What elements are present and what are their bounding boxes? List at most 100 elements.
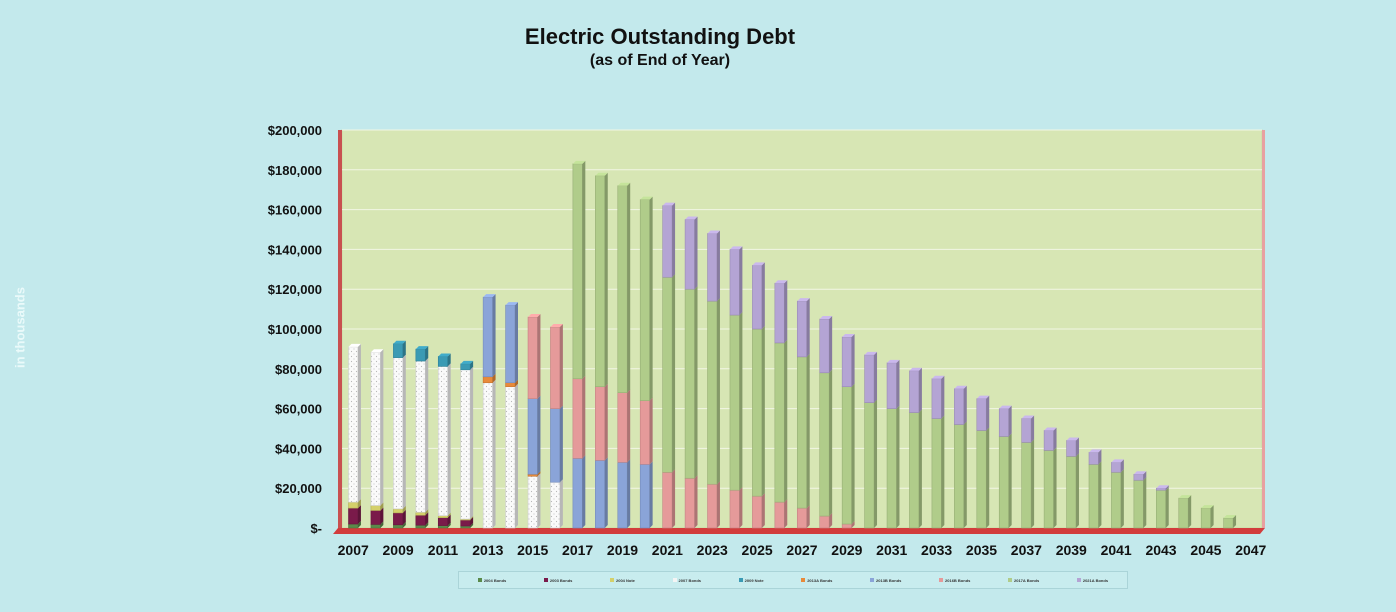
bar-side (918, 409, 922, 528)
bar-top (1156, 485, 1169, 489)
bar-top (483, 294, 496, 298)
legend-item: 2013B Bonds (870, 578, 901, 583)
bar-side (739, 487, 743, 528)
bar-top (550, 324, 563, 328)
bar-side (582, 455, 586, 528)
bar-segment (370, 505, 381, 511)
bar-top (752, 262, 765, 266)
legend-label: 2016B Bonds (945, 577, 971, 583)
bar-segment (437, 525, 448, 529)
bar-side (627, 459, 631, 528)
bar-side (537, 473, 541, 528)
legend-swatch (1008, 578, 1012, 582)
x-tick-label: 2031 (876, 542, 907, 558)
bar-side (672, 202, 676, 278)
bar-top (1133, 471, 1147, 475)
bar-segment (415, 348, 426, 362)
bar-side (1031, 415, 1035, 443)
bar-side (761, 493, 765, 528)
bar-side (447, 522, 451, 528)
bar-side (896, 405, 900, 528)
y-tick-label: $80,000 (275, 362, 322, 377)
legend-item: 2003 Bonds (543, 578, 572, 583)
bar-segment (550, 408, 561, 483)
bar-segment (1111, 471, 1122, 529)
bar-side (1008, 405, 1012, 437)
bar-side (784, 339, 788, 503)
bar-side (1120, 469, 1124, 528)
bar-top (842, 333, 855, 337)
bar-side (761, 326, 765, 497)
legend-item: 2016B Bonds (939, 578, 970, 583)
bar-side (829, 369, 833, 517)
bar-segment (460, 519, 471, 527)
bar-segment (998, 408, 1009, 437)
bar-top (1111, 459, 1124, 463)
legend-label: 2004 Bonds (483, 577, 507, 583)
bar-segment (572, 458, 583, 529)
bar-side (1031, 439, 1035, 528)
x-tick-label: 2019 (607, 542, 638, 558)
bar-side (447, 514, 451, 526)
x-tick-label: 2025 (742, 542, 773, 558)
bar-top (685, 216, 698, 220)
bar-side (941, 375, 945, 419)
bar-segment (1088, 452, 1099, 465)
bar-segment (662, 276, 673, 473)
bar-segment (774, 342, 785, 503)
bar-segment (415, 514, 426, 526)
bar-segment (931, 418, 942, 529)
bar-segment (684, 219, 695, 290)
bar-top (460, 360, 474, 364)
bar-side (559, 479, 563, 528)
bar-side (1053, 447, 1057, 528)
bar-segment (482, 296, 493, 378)
bar-top (595, 172, 608, 176)
bar-segment (393, 524, 404, 529)
bar-top (887, 359, 900, 363)
bar-segment (819, 318, 830, 374)
bar-side (716, 298, 720, 485)
y-axis-wall (338, 130, 342, 528)
bar-side (402, 340, 406, 358)
legend-item: 2004 Note (610, 578, 635, 583)
legend-swatch (610, 578, 614, 582)
bar-side (380, 521, 384, 528)
bar-segment (864, 354, 875, 403)
bar-side (1188, 495, 1192, 528)
bar-top (1223, 515, 1237, 519)
bar-top (348, 343, 361, 347)
bar-side (447, 353, 451, 367)
bar-segment (752, 265, 763, 330)
bar-segment (1021, 442, 1032, 529)
bar-top (505, 302, 519, 306)
bar-segment (841, 523, 852, 529)
bar-side (829, 316, 833, 373)
bar-side (537, 314, 541, 399)
bar-segment (505, 304, 516, 384)
bar-segment (684, 477, 695, 529)
bar-side (357, 343, 361, 503)
legend-item: 2013A Bonds (801, 578, 832, 583)
bar-side (739, 312, 743, 491)
bar-segment (348, 501, 359, 509)
bar-side (963, 385, 967, 425)
bar-segment (617, 185, 628, 393)
bar-segment (662, 205, 673, 278)
bar-segment (572, 163, 583, 380)
bar-segment (527, 398, 538, 475)
bar-top (819, 316, 833, 320)
bar-side (649, 397, 653, 465)
bar-side (357, 499, 361, 509)
bar-segment (527, 475, 538, 529)
bar-segment (415, 524, 426, 529)
bar-segment (393, 508, 404, 514)
x-tick-label: 2039 (1056, 542, 1087, 558)
bar-segment (729, 489, 740, 529)
legend-swatch (939, 578, 944, 582)
chart-legend: 2004 Bonds 2003 Bonds 2004 Note 2007 Bonds 2… (458, 571, 1128, 589)
bar-side (559, 405, 563, 483)
bar-segment (1088, 464, 1099, 529)
bar-side (537, 471, 541, 477)
